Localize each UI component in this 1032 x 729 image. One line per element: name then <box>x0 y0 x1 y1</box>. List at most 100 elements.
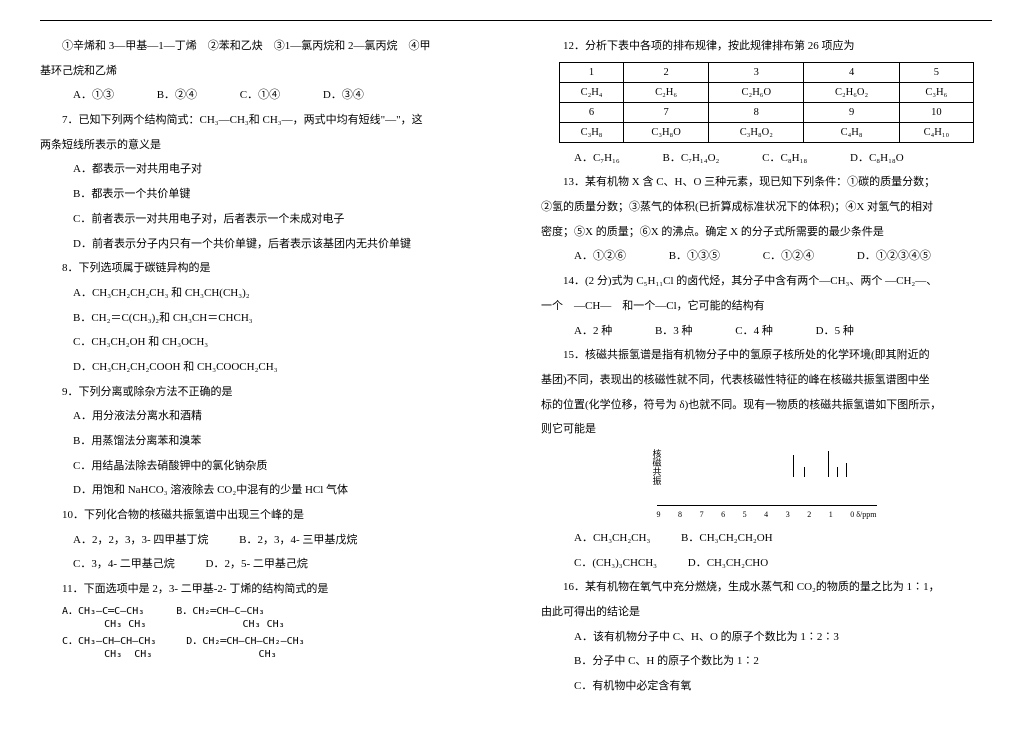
q15-opt-c: C．(CH₃)₃CHCH₃ <box>574 554 657 573</box>
q15-row1: A．CH₃CH₂CH₃ B．CH₃CH₂CH₂OH <box>574 529 992 548</box>
q11-struct-d: D．CH₂═CH—CH—CH₂—CH₃ CH₃ <box>186 635 304 661</box>
q15-l4: 则它可能是 <box>541 420 992 439</box>
q14-l2: 一个 —CH— 和一个—Cl，它可能的结构有 <box>541 297 992 316</box>
q6-opt-b: B．②④ <box>157 86 197 105</box>
q16-opt-b: B．分子中 C、H 的原子个数比为 1∶2 <box>541 652 992 671</box>
q16-l1: 16．某有机物在氧气中充分燃烧，生成水蒸气和 CO₂的物质的量之比为 1∶1， <box>541 578 992 597</box>
cell: C₂H₆O <box>709 82 804 102</box>
cell: 9 <box>804 102 899 122</box>
q12-opt-d: D．C₈H₁₈O <box>850 149 904 168</box>
cell: C₃H₆ <box>899 82 973 102</box>
left-column: ①辛烯和 3—甲基—1—丁烯 ②苯和乙炔 ③1—氯丙烷和 2—氯丙烷 ④甲 基环… <box>40 31 491 702</box>
table-row: 1 2 3 4 5 <box>560 62 974 82</box>
q7-line1: 7．已知下列两个结构简式：CH₃—CH₃和 CH₃—，两式中均有短线"—"，这 <box>40 111 491 130</box>
top-rule <box>40 20 992 21</box>
cell: 1 <box>560 62 624 82</box>
cell: 7 <box>624 102 709 122</box>
cell: 8 <box>709 102 804 122</box>
q14-opt-b: B．3 种 <box>655 322 693 341</box>
q15-row2: C．(CH₃)₃CHCH₃ D．CH₃CH₂CHO <box>574 554 992 573</box>
q9-opt-b: B．用蒸馏法分离苯和溴苯 <box>40 432 491 451</box>
q13-l1: 13．某有机物 X 含 C、H、O 三种元素，现已知下列条件：①碳的质量分数； <box>541 173 992 192</box>
q13-options: A．①②⑥ B．①③⑤ C．①②④ D．①②③④⑤ <box>574 247 992 266</box>
nmr-spectrum: 核磁共振 9876543210 δ/ppm <box>657 449 877 519</box>
cell: C₄H₈ <box>804 122 899 142</box>
q16-l2: 由此可得出的结论是 <box>541 603 992 622</box>
table-row: C₂H₄ C₂H₆ C₂H₆O C₂H₆O₂ C₃H₆ <box>560 82 974 102</box>
q15-opt-d: D．CH₃CH₂CHO <box>688 554 768 573</box>
q6-opt-d: D．③④ <box>323 86 364 105</box>
q10-opt-d: D．2，5- 二甲基己烷 <box>206 555 308 574</box>
cell: C₄H₁₀ <box>899 122 973 142</box>
cell: C₃H₈O₂ <box>709 122 804 142</box>
q12: 12．分析下表中各项的排布规律，按此规律排布第 26 项应为 <box>541 37 992 56</box>
q14-opt-c: C．4 种 <box>735 322 773 341</box>
q15-l1: 15．核磁共振氢谱是指有机物分子中的氢原子核所处的化学环境(即其附近的 <box>541 346 992 365</box>
q9: 9．下列分离或除杂方法不正确的是 <box>40 383 491 402</box>
q11: 11．下面选项中是 2，3- 二甲基-2- 丁烯的结构简式的是 <box>40 580 491 599</box>
q6-line1: ①辛烯和 3—甲基—1—丁烯 ②苯和乙炔 ③1—氯丙烷和 2—氯丙烷 ④甲 <box>40 37 491 56</box>
q15-opt-a: A．CH₃CH₂CH₃ <box>574 529 650 548</box>
cell: 5 <box>899 62 973 82</box>
q11-struct-row2: C．CH₃—CH—CH—CH₃ CH₃ CH₃ D．CH₂═CH—CH—CH₂—… <box>62 635 491 661</box>
q10-opt-a: A．2，2，3，3- 四甲基丁烷 <box>73 531 208 550</box>
q11-struct-row1: A．CH₃—C═C—CH₃ CH₃ CH₃ B．CH₂═CH—C—CH₃ CH₃… <box>62 605 491 631</box>
q10-opt-b: B．2，3，4- 三甲基戊烷 <box>239 531 357 550</box>
q6-options: A．①③ B．②④ C．①④ D．③④ <box>73 86 491 105</box>
q7-line2: 两条短线所表示的意义是 <box>40 136 491 155</box>
q13-opt-c: C．①②④ <box>763 247 814 266</box>
q7-opt-b: B．都表示一个共价单键 <box>40 185 491 204</box>
q12-opt-a: A．C₇H₁₆ <box>574 149 620 168</box>
q13-opt-a: A．①②⑥ <box>574 247 626 266</box>
q7-opt-c: C．前者表示一对共用电子对，后者表示一个未成对电子 <box>40 210 491 229</box>
cell: 4 <box>804 62 899 82</box>
q15-l2: 基团)不同，表现出的核磁性就不同，代表核磁性特征的峰在核磁共振氢谱图中坐 <box>541 371 992 390</box>
q9-opt-d: D．用饱和 NaHCO₃ 溶液除去 CO₂中混有的少量 HCl 气体 <box>40 481 491 500</box>
nmr-axis <box>657 505 877 508</box>
q6-opt-c: C．①④ <box>240 86 280 105</box>
q15-opt-b: B．CH₃CH₂CH₂OH <box>681 529 773 548</box>
cell: C₂H₆ <box>624 82 709 102</box>
nmr-peaks <box>657 449 877 477</box>
q8: 8．下列选项属于碳链异构的是 <box>40 259 491 278</box>
q13-l3: 密度；⑤X 的质量；⑥X 的沸点。确定 X 的分子式所需要的最少条件是 <box>541 223 992 242</box>
cell: C₃H₈ <box>560 122 624 142</box>
q8-opt-c: C．CH₃CH₂OH 和 CH₃OCH₃ <box>40 333 491 352</box>
nmr-ticks: 9876543210 δ/ppm <box>657 510 877 519</box>
q8-opt-a: A．CH₃CH₂CH₂CH₃ 和 CH₃CH(CH₃)₂ <box>40 284 491 303</box>
q12-table: 1 2 3 4 5 C₂H₄ C₂H₆ C₂H₆O C₂H₆O₂ C₃H₆ 6 … <box>559 62 974 143</box>
q16-opt-a: A．该有机物分子中 C、H、O 的原子个数比为 1∶2∶3 <box>541 628 992 647</box>
q14-l1: 14．(2 分)式为 C₅H₁₁Cl 的卤代烃，其分子中含有两个—CH₃、两个 … <box>541 272 992 291</box>
right-column: 12．分析下表中各项的排布规律，按此规律排布第 26 项应为 1 2 3 4 5… <box>541 31 992 702</box>
q13-opt-b: B．①③⑤ <box>669 247 720 266</box>
cell: C₃H₈O <box>624 122 709 142</box>
q16-opt-c: C．有机物中必定含有氧 <box>541 677 992 696</box>
q12-options: A．C₇H₁₆ B．C₇H₁₄O₂ C．C₈H₁₈ D．C₈H₁₈O <box>574 149 992 168</box>
q11-struct-c: C．CH₃—CH—CH—CH₃ CH₃ CH₃ <box>62 635 156 661</box>
q8-opt-d: D．CH₃CH₂CH₂COOH 和 CH₃COOCH₂CH₃ <box>40 358 491 377</box>
q9-opt-a: A．用分液法分离水和酒精 <box>40 407 491 426</box>
cell: 10 <box>899 102 973 122</box>
cell: 3 <box>709 62 804 82</box>
q10-row1: A．2，2，3，3- 四甲基丁烷 B．2，3，4- 三甲基戊烷 <box>73 531 491 550</box>
q9-opt-c: C．用结晶法除去硝酸钾中的氯化钠杂质 <box>40 457 491 476</box>
table-row: C₃H₈ C₃H₈O C₃H₈O₂ C₄H₈ C₄H₁₀ <box>560 122 974 142</box>
q12-opt-c: C．C₈H₁₈ <box>762 149 807 168</box>
q10-row2: C．3，4- 二甲基己烷 D．2，5- 二甲基己烷 <box>73 555 491 574</box>
q10-opt-c: C．3，4- 二甲基己烷 <box>73 555 175 574</box>
q14-opt-a: A．2 种 <box>574 322 612 341</box>
q11-struct-b: B．CH₂═CH—C—CH₃ CH₃ CH₃ <box>176 605 284 631</box>
q14-options: A．2 种 B．3 种 C．4 种 D．5 种 <box>574 322 992 341</box>
cell: 6 <box>560 102 624 122</box>
q13-opt-d: D．①②③④⑤ <box>857 247 931 266</box>
q7-opt-a: A．都表示一对共用电子对 <box>40 160 491 179</box>
q6-line2: 基环己烷和乙烯 <box>40 62 491 81</box>
q15-l3: 标的位置(化学位移，符号为 δ)也就不同。现有一物质的核磁共振氢谱如下图所示， <box>541 396 992 415</box>
cell: C₂H₄ <box>560 82 624 102</box>
q7-opt-d: D．前者表示分子内只有一个共价单键，后者表示该基团内无共价单键 <box>40 235 491 254</box>
q10: 10．下列化合物的核磁共振氢谱中出现三个峰的是 <box>40 506 491 525</box>
table-row: 6 7 8 9 10 <box>560 102 974 122</box>
page: ①辛烯和 3—甲基—1—丁烯 ②苯和乙炔 ③1—氯丙烷和 2—氯丙烷 ④甲 基环… <box>40 31 992 702</box>
q6-opt-a: A．①③ <box>73 86 114 105</box>
cell: 2 <box>624 62 709 82</box>
